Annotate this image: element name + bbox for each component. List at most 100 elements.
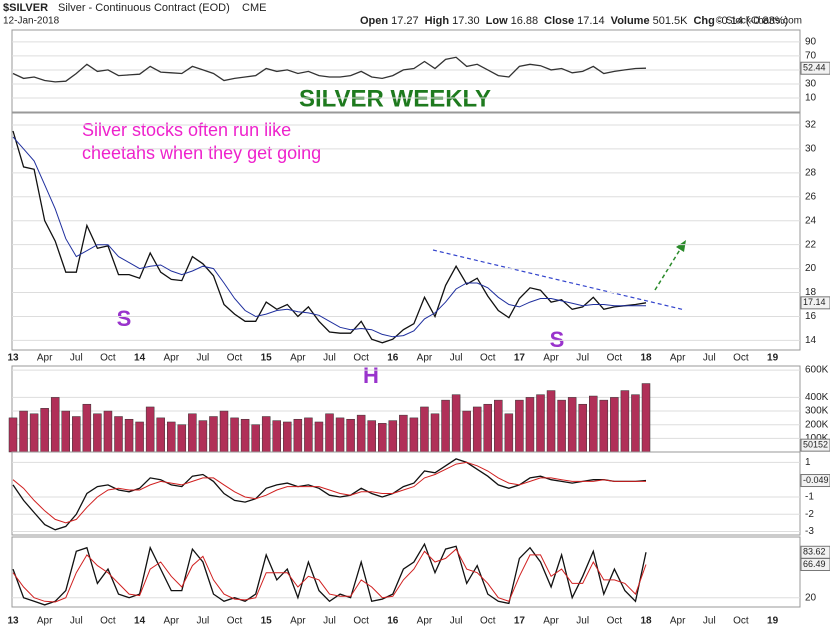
x-tick-label: 16 bbox=[387, 353, 399, 364]
instrument-name: Silver - Continuous Contract (EOD) bbox=[58, 2, 230, 14]
volume-bar bbox=[209, 416, 218, 453]
x-tick-label: 13 bbox=[7, 353, 19, 364]
volume-bar bbox=[578, 403, 587, 453]
credit: © StockCharts.com bbox=[716, 16, 802, 27]
x-tick-label: Oct bbox=[733, 353, 749, 364]
trendline bbox=[432, 249, 686, 311]
volume-bar bbox=[167, 421, 176, 453]
arrow-head bbox=[676, 240, 686, 252]
x-tick-label: 14 bbox=[134, 616, 146, 627]
volume-bar bbox=[219, 410, 229, 453]
value-tag-label: 52.44 bbox=[803, 63, 826, 73]
x-tick-label: Apr bbox=[543, 616, 559, 627]
y-tick-label: 300K bbox=[805, 406, 829, 417]
y-tick-label: 200K bbox=[805, 419, 829, 430]
panel bbox=[11, 29, 801, 113]
x-tick-label: Jul bbox=[197, 616, 210, 627]
volume-bar bbox=[61, 410, 70, 453]
y-tick-label: 100K bbox=[805, 433, 829, 444]
volume-bar bbox=[420, 406, 429, 453]
volume-bar bbox=[29, 413, 39, 453]
value-tag-label: 50152 bbox=[803, 440, 828, 450]
x-tick-label: Oct bbox=[607, 353, 623, 364]
annotation: cheetahs when they get going bbox=[82, 143, 321, 163]
volume-bar bbox=[145, 406, 155, 453]
volume-bar bbox=[50, 397, 60, 453]
x-tick-label: Apr bbox=[670, 353, 686, 364]
value-tag-label: 83.62 bbox=[803, 547, 826, 557]
volume-bar bbox=[261, 416, 271, 453]
value-tag bbox=[800, 474, 830, 488]
panel bbox=[11, 112, 801, 351]
pattern-label: S bbox=[550, 327, 565, 352]
volume-bar bbox=[472, 406, 482, 453]
x-tick-label: 16 bbox=[387, 616, 399, 627]
volume-bar bbox=[72, 416, 81, 453]
volume-bar bbox=[135, 421, 144, 453]
y-tick-label: 10 bbox=[805, 93, 817, 104]
x-tick-label: Apr bbox=[163, 616, 179, 627]
volume-bar bbox=[494, 399, 503, 453]
volume-bar bbox=[314, 421, 324, 453]
volume-bar bbox=[631, 394, 640, 453]
panel bbox=[11, 536, 801, 608]
volume-bar bbox=[251, 424, 260, 453]
x-tick-label: Jul bbox=[576, 353, 589, 364]
y-tick-label: 400K bbox=[805, 392, 829, 403]
volume-bar bbox=[515, 399, 524, 453]
y-tick-label: 16 bbox=[805, 311, 817, 322]
x-tick-label: Oct bbox=[100, 616, 116, 627]
x-tick-label: 17 bbox=[514, 353, 526, 364]
y-tick-label: 30 bbox=[805, 79, 817, 90]
x-tick-label: Jul bbox=[197, 353, 210, 364]
x-tick-label: Apr bbox=[543, 353, 559, 364]
exchange: CME bbox=[242, 2, 266, 14]
x-tick-label: Oct bbox=[733, 616, 749, 627]
x-tick-label: Oct bbox=[480, 353, 496, 364]
x-tick-label: 19 bbox=[767, 616, 779, 627]
volume-bar bbox=[293, 418, 303, 453]
volume-bar bbox=[240, 418, 250, 453]
x-tick-label: Oct bbox=[480, 616, 496, 627]
volume-bar bbox=[462, 410, 471, 453]
x-tick-label: Apr bbox=[417, 616, 433, 627]
volume-bar bbox=[441, 399, 450, 453]
volume-bar bbox=[335, 417, 345, 453]
volume-bar bbox=[356, 414, 366, 453]
y-tick-label: 30 bbox=[805, 144, 817, 155]
y-tick-label: -3 bbox=[805, 526, 814, 537]
series-line bbox=[12, 461, 646, 524]
value-tag bbox=[800, 438, 830, 452]
y-tick-label: 24 bbox=[805, 215, 817, 226]
x-tick-label: Oct bbox=[227, 353, 243, 364]
y-tick-label: -2 bbox=[805, 509, 814, 520]
volume-bar bbox=[599, 399, 609, 453]
volume-bar bbox=[156, 417, 165, 453]
volume-bar bbox=[399, 414, 408, 453]
volume-bar bbox=[610, 397, 619, 453]
series-line bbox=[12, 56, 647, 83]
volume-bar bbox=[93, 413, 102, 453]
volume-bar bbox=[430, 413, 440, 453]
series-line bbox=[12, 542, 647, 606]
volume-bar bbox=[451, 394, 461, 453]
x-tick-label: Apr bbox=[417, 353, 433, 364]
pattern-label: H bbox=[363, 363, 379, 388]
quote-label: Close bbox=[544, 15, 574, 27]
value-tag bbox=[800, 61, 830, 75]
quote-value: 17.14 bbox=[577, 15, 605, 27]
x-tick-label: Apr bbox=[163, 353, 179, 364]
volume-bar bbox=[557, 399, 566, 453]
series-line bbox=[12, 548, 647, 603]
quote-label: High bbox=[425, 15, 450, 27]
quote: Open 17.27 High 17.30 Low 16.88 Close 17.14 Volu… bbox=[360, 15, 788, 27]
volume-bar bbox=[325, 413, 334, 453]
y-tick-label: 70 bbox=[805, 51, 817, 62]
x-tick-label: 18 bbox=[640, 616, 652, 627]
series-line bbox=[12, 458, 647, 531]
volume-bar bbox=[188, 413, 197, 453]
x-tick-label: Apr bbox=[37, 616, 53, 627]
quote-value: -0.14 (-0.83%) bbox=[718, 15, 788, 27]
chart-title: SILVER WEEKLY bbox=[299, 85, 491, 112]
